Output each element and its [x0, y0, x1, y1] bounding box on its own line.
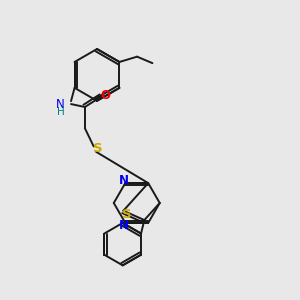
Text: N: N	[56, 98, 64, 111]
Text: H: H	[56, 107, 64, 117]
Text: N: N	[119, 174, 129, 187]
Text: O: O	[100, 89, 110, 102]
Text: S: S	[122, 208, 132, 221]
Text: N: N	[119, 219, 129, 232]
Text: S: S	[93, 142, 103, 155]
